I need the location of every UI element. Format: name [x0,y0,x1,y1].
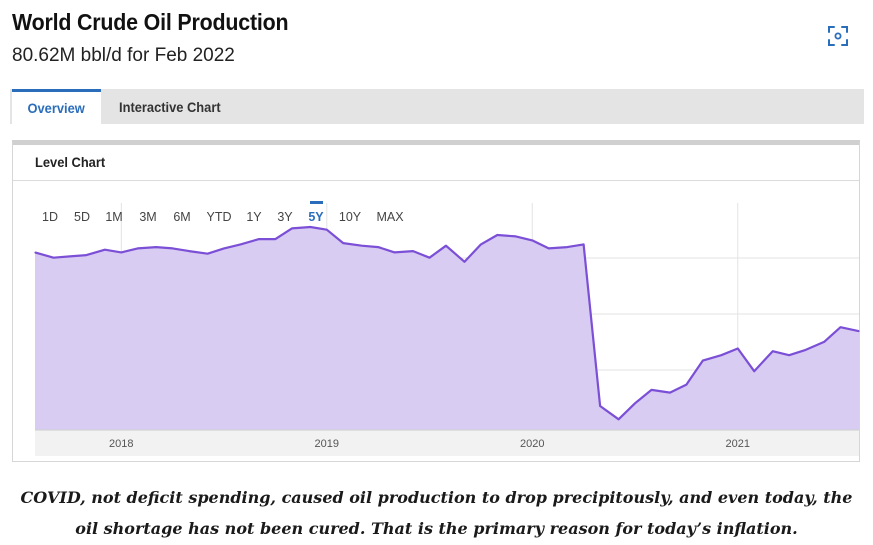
data-point [412,250,414,252]
data-point [258,238,260,240]
range-button-1m[interactable]: 1M [105,210,122,224]
data-point [361,245,363,247]
tab-overview-label: Overview [27,100,86,116]
range-button-ytd[interactable]: YTD [207,210,232,224]
data-point [515,235,517,237]
caption-line-1: COVID, not deficit spending, caused oil … [20,488,853,507]
data-point [480,243,482,245]
data-point [669,392,671,394]
data-point [772,350,774,352]
data-point [599,405,601,407]
image-caption: COVID, not deficit spending, caused oil … [0,482,873,544]
data-point [155,246,157,248]
data-point [326,229,328,231]
data-point [496,234,498,236]
range-button-5d[interactable]: 5D [74,210,90,224]
range-button-3y[interactable]: 3Y [277,210,293,224]
range-selected-indicator [310,201,323,204]
data-point [839,326,842,328]
x-tick-label-2020: 2020 [520,438,544,450]
data-point [650,389,653,391]
x-tick-label-2019: 2019 [315,438,339,450]
data-point [69,255,71,257]
data-point [737,347,739,350]
latest-value-subtitle: 80.62M bbl/d for Feb 2022 [12,45,235,66]
data-point [120,251,122,253]
range-button-1y[interactable]: 1Y [246,210,262,224]
data-point [85,254,87,256]
data-point [823,341,825,343]
panel-header: Level Chart [13,145,859,181]
range-button-3m[interactable]: 3M [139,210,156,224]
data-point [805,349,807,351]
data-point [188,250,190,252]
data-point [52,257,55,259]
range-button-1d[interactable]: 1D [42,210,58,224]
data-point [428,257,431,259]
x-axis-band [35,430,859,456]
caption-line-2: oil shortage has not been cured. That is… [75,519,798,538]
data-point [274,238,276,240]
data-point [720,354,722,356]
data-point [207,253,209,255]
tab-bar: Overview Interactive Chart [10,89,864,124]
expand-icon [828,26,848,46]
x-tick-label-2021: 2021 [726,438,750,450]
data-point [394,251,396,253]
data-point [753,370,755,372]
data-point [788,354,790,356]
series-area [35,227,859,430]
data-point [634,402,636,404]
data-point [531,239,533,241]
x-tick-label-2018: 2018 [109,438,133,450]
data-point [34,251,36,253]
panel-title: Level Chart [35,154,106,170]
data-point [291,227,293,229]
tab-overview[interactable]: Overview [12,89,101,124]
data-point [377,246,379,248]
range-button-5y[interactable]: 5Y [308,210,324,224]
data-point [172,247,174,249]
data-point [702,360,704,362]
data-point [445,245,447,247]
data-point [566,246,568,248]
range-button-max[interactable]: MAX [376,210,404,224]
data-point [463,261,466,263]
tab-interactive-chart[interactable]: Interactive Chart [119,99,221,115]
range-button-10y[interactable]: 10Y [339,210,362,224]
data-point [309,226,311,228]
data-point [583,243,585,245]
data-point [342,242,344,244]
data-point [137,247,139,249]
data-point [858,330,860,332]
data-point [223,247,225,249]
data-point [548,247,550,249]
data-point [685,384,688,386]
data-point [618,418,620,420]
range-button-6m[interactable]: 6M [173,210,190,224]
level-chart: 2018 2019 2020 2021 1D 5D 1M 3M 6M YTD 1Y 3Y 5Y 10Y MA… [34,201,860,456]
data-point [239,243,242,245]
expand-button[interactable] [826,24,850,48]
data-point [104,249,106,251]
page-title: World Crude Oil Production [12,9,289,35]
